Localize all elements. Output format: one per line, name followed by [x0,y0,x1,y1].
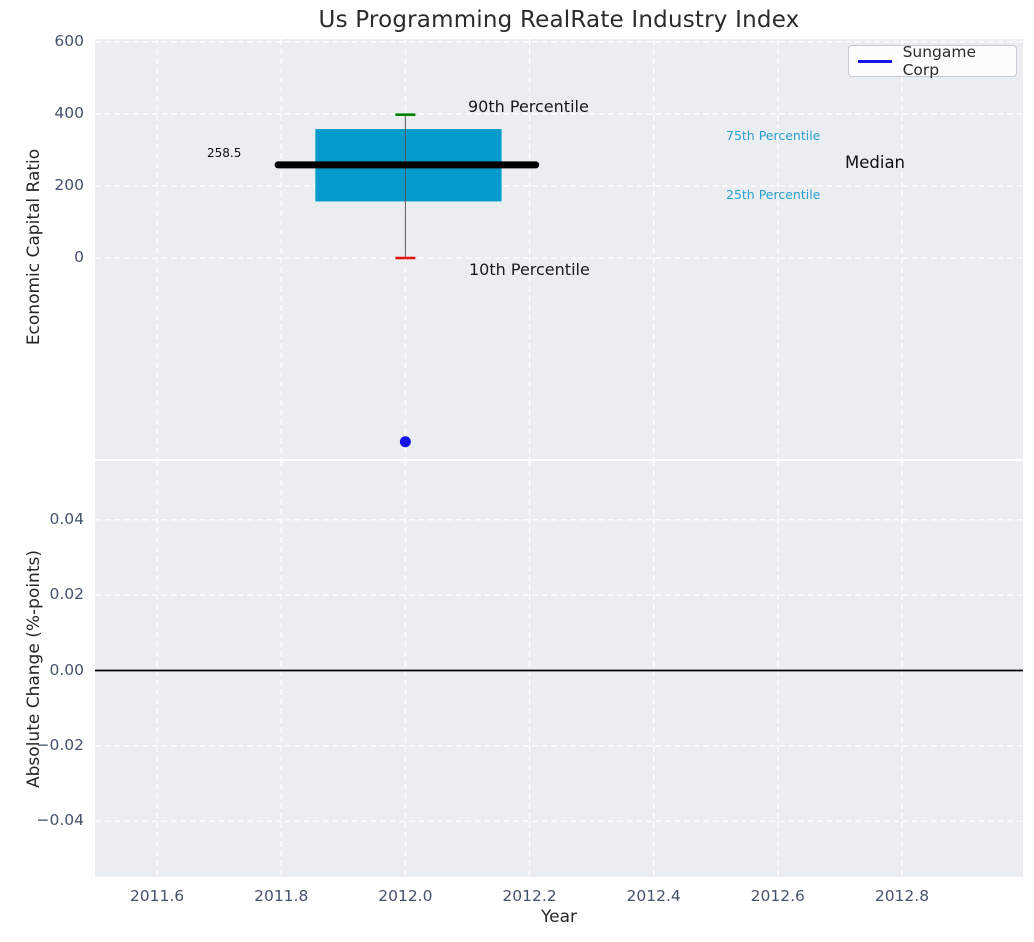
bottom-y-tick-label: 0.04 [49,509,84,528]
x-tick-label: 2012.2 [502,887,557,905]
bottom-y-tick-label: 0.02 [49,585,84,604]
legend-line-swatch [858,59,892,63]
bottom-y-tick-label: 0.00 [49,660,84,679]
bottom-y-tick-label: −0.02 [36,735,85,754]
bottom-axes-background [95,461,1023,877]
annotation-25th-percentile: 25th Percentile [726,187,821,202]
x-tick-label: 2011.6 [129,887,185,905]
legend: Sungame Corp [848,43,1017,79]
legend-label: Sungame Corp [902,43,977,79]
x-tick-label: 2012.8 [874,887,930,905]
annotation-10th-percentile: 10th Percentile [469,260,590,279]
x-tick-label: 2011.8 [254,887,309,905]
annotation-median-value: 258.5 [207,146,242,160]
top-y-tick-label: 600 [54,31,84,50]
chart-title: Us Programming RealRate Industry Index [318,7,800,33]
company-point [399,436,411,448]
x-axis-label: Year [541,907,577,927]
x-tick-label: 2012.0 [378,887,433,905]
annotation-90th-percentile: 90th Percentile [468,97,589,116]
x-tick-label: 2012.4 [626,887,681,905]
top-y-tick-label: 200 [54,175,84,194]
annotation-75th-percentile: 75th Percentile [726,128,821,143]
x-tick-label: 2012.6 [750,887,805,905]
top-y-tick-label: 0 [74,248,84,266]
top-axes-background [95,39,1023,459]
top-y-tick-label: 400 [54,103,84,122]
annotation-median: Median [845,153,906,172]
bottom-y-tick-label: −0.04 [36,811,85,830]
